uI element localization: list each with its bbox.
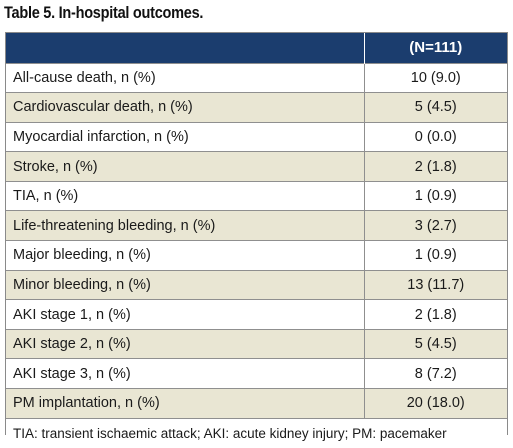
row-label-cell: PM implantation, n (%) (6, 388, 365, 419)
header-row: (N=111) (6, 33, 507, 63)
header-value-cell: (N=111) (364, 33, 507, 63)
footnote: TIA: transient ischaemic attack; AKI: ac… (6, 417, 507, 448)
table-row: Minor bleeding, n (%) 13 (11.7) (6, 269, 507, 300)
row-value-cell: 2 (1.8) (364, 299, 507, 330)
table-title: Table 5. In-hospital outcomes. (4, 4, 204, 22)
row-value-cell: 0 (0.0) (364, 121, 507, 152)
table-footer: TIA: transient ischaemic attack; AKI: ac… (6, 417, 507, 448)
row-label-cell: Life-threatening bleeding, n (%) (6, 210, 365, 241)
row-label-cell: AKI stage 2, n (%) (6, 328, 365, 359)
row-label-cell: Myocardial infarction, n (%) (6, 121, 365, 152)
row-label-cell: AKI stage 1, n (%) (6, 299, 365, 330)
outcomes-table: (N=111) All-cause death, n (%) 10 (9.0) Ca… (6, 33, 507, 448)
table-row: AKI stage 3, n (%) 8 (7.2) (6, 358, 507, 389)
row-label-cell: TIA, n (%) (6, 180, 365, 211)
row-value-cell: 8 (7.2) (364, 358, 507, 389)
table-row: PM implantation, n (%) 20 (18.0) (6, 388, 507, 419)
table-row: Major bleeding, n (%) 1 (0.9) (6, 240, 507, 271)
table-row: Life-threatening bleeding, n (%) 3 (2.7) (6, 210, 507, 241)
table-header: (N=111) (6, 33, 507, 63)
row-label-cell: All-cause death, n (%) (6, 62, 365, 93)
row-value-cell: 3 (2.7) (364, 210, 507, 241)
table-row: AKI stage 2, n (%) 5 (4.5) (6, 328, 507, 359)
table-row: Cardiovascular death, n (%) 5 (4.5) (6, 92, 507, 123)
row-label-cell: AKI stage 3, n (%) (6, 358, 365, 389)
table-body: All-cause death, n (%) 10 (9.0) Cardiovasc… (6, 62, 507, 419)
outcomes-table-container: (N=111) All-cause death, n (%) 10 (9.0) Ca… (5, 32, 508, 448)
row-value-cell: 1 (0.9) (364, 180, 507, 211)
row-label-cell: Major bleeding, n (%) (6, 240, 365, 271)
table-row: TIA, n (%) 1 (0.9) (6, 180, 507, 211)
header-label-cell (6, 33, 365, 63)
row-value-cell: 5 (4.5) (364, 328, 507, 359)
row-value-cell: 20 (18.0) (364, 388, 507, 419)
table-row: Stroke, n (%) 2 (1.8) (6, 151, 507, 182)
row-label-cell: Cardiovascular death, n (%) (6, 92, 365, 123)
row-value-cell: 2 (1.8) (364, 151, 507, 182)
row-value-cell: 5 (4.5) (364, 92, 507, 123)
table-row: All-cause death, n (%) 10 (9.0) (6, 62, 507, 93)
row-value-cell: 10 (9.0) (364, 62, 507, 93)
row-value-cell: 1 (0.9) (364, 240, 507, 271)
table-row: Myocardial infarction, n (%) 0 (0.0) (6, 121, 507, 152)
row-value-cell: 13 (11.7) (364, 269, 507, 300)
table-row: AKI stage 1, n (%) 2 (1.8) (6, 299, 507, 330)
footnote-row: TIA: transient ischaemic attack; AKI: ac… (6, 417, 507, 448)
row-label-cell: Minor bleeding, n (%) (6, 269, 365, 300)
row-label-cell: Stroke, n (%) (6, 151, 365, 182)
